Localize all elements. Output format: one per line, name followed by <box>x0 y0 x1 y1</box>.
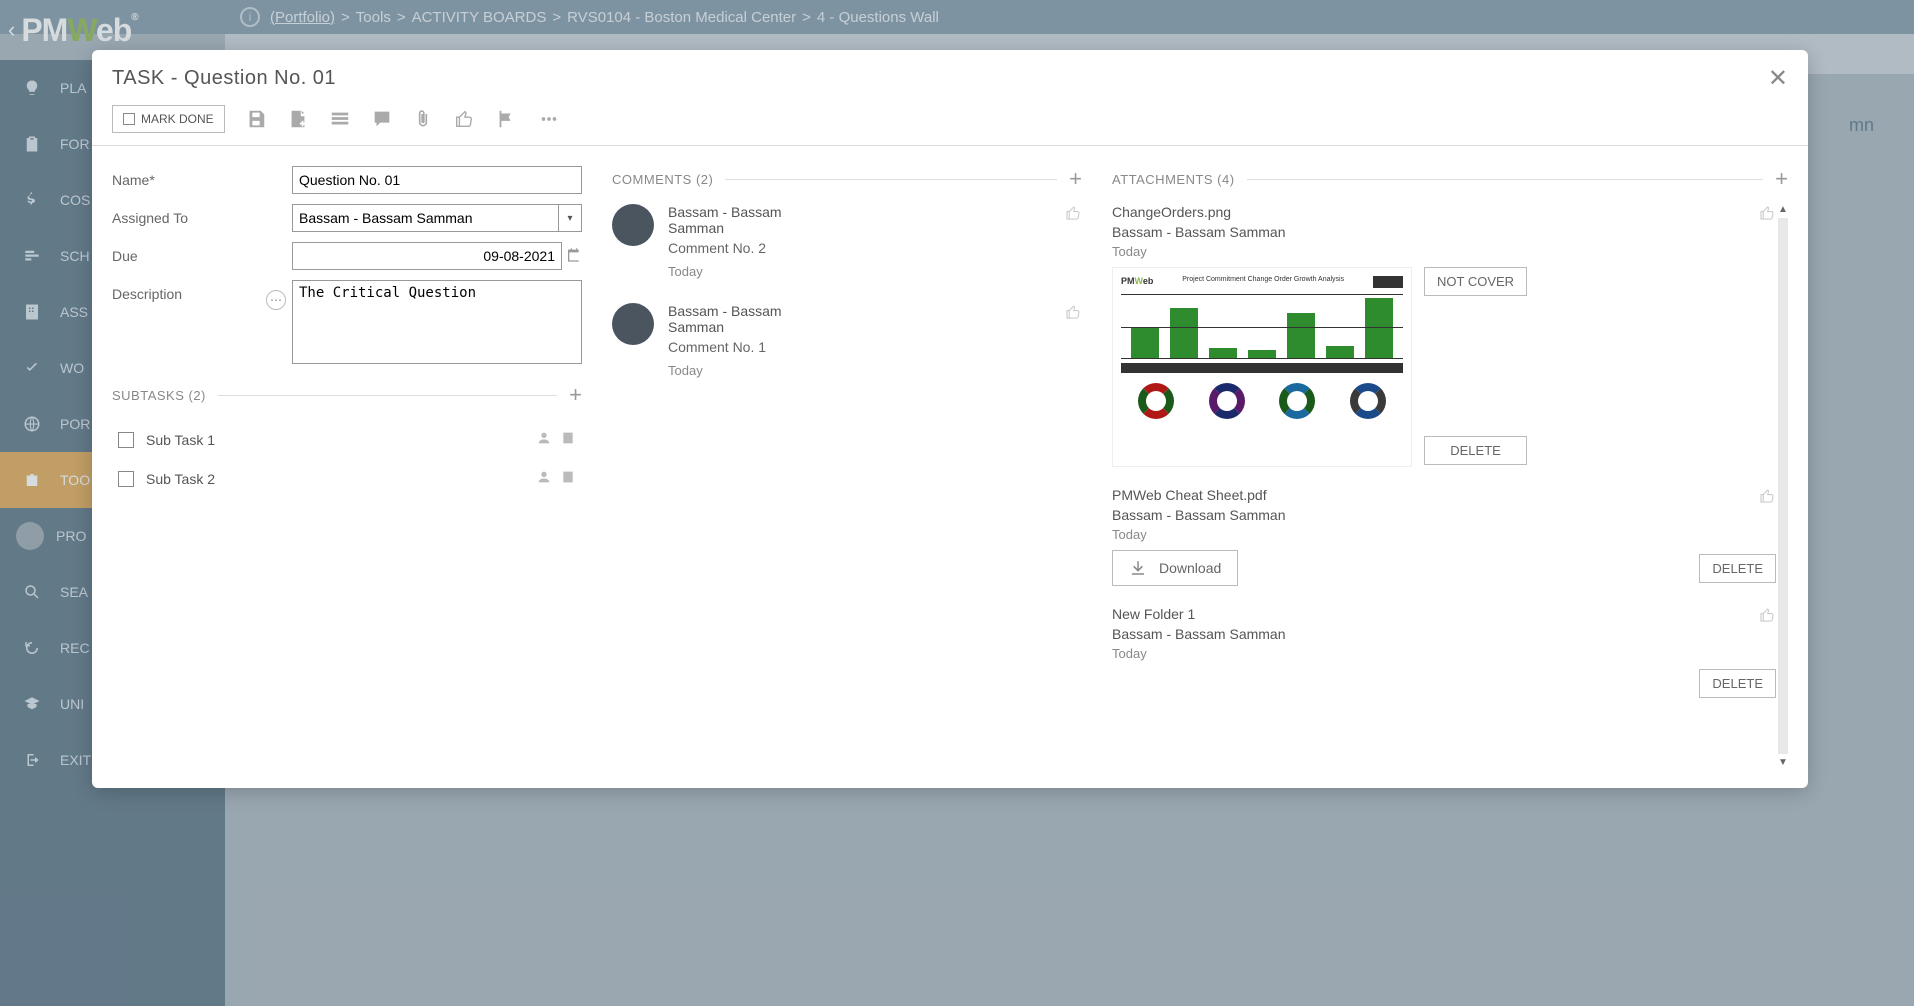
attachment-author: Bassam - Bassam Samman <box>1112 626 1776 642</box>
scroll-down-icon[interactable]: ▼ <box>1778 757 1788 768</box>
comment-item: Bassam - Bassam Samman Comment No. 2 Tod… <box>612 204 1082 279</box>
description-expand-icon[interactable]: ⋯ <box>266 290 286 310</box>
like-icon[interactable] <box>453 108 475 130</box>
delete-button[interactable]: DELETE <box>1699 554 1776 583</box>
task-modal: TASK - Question No. 01 ✕ MARK DONE Name* <box>92 50 1808 788</box>
close-button[interactable]: ✕ <box>1768 64 1788 93</box>
attachment-name: ChangeOrders.png <box>1112 204 1776 220</box>
list-icon[interactable] <box>329 108 351 130</box>
modal-overlay: TASK - Question No. 01 ✕ MARK DONE Name* <box>0 0 1914 1006</box>
attachment-author: Bassam - Bassam Samman <box>1112 224 1776 240</box>
delete-button[interactable]: DELETE <box>1424 436 1527 465</box>
subtask-name: Sub Task 2 <box>146 471 536 487</box>
subtask-row[interactable]: Sub Task 2 <box>112 459 582 498</box>
attachment-name: New Folder 1 <box>1112 606 1776 622</box>
comment-time: Today <box>668 363 1050 378</box>
like-icon[interactable] <box>1064 204 1082 279</box>
comment-time: Today <box>668 264 1050 279</box>
scroll-up-icon[interactable]: ▲ <box>1778 204 1788 215</box>
description-label: Description <box>112 286 182 302</box>
comment-icon[interactable] <box>371 108 393 130</box>
attachment-time: Today <box>1112 244 1776 259</box>
attachment-thumbnail[interactable]: PMWeb Project Commitment Change Order Gr… <box>1112 267 1412 467</box>
comment-author: Bassam - Bassam Samman <box>668 204 828 236</box>
dropdown-icon[interactable]: ▾ <box>558 204 582 232</box>
calendar-icon[interactable] <box>560 430 576 449</box>
comment-item: Bassam - Bassam Samman Comment No. 1 Tod… <box>612 303 1082 378</box>
comment-author: Bassam - Bassam Samman <box>668 303 828 335</box>
flag-icon[interactable] <box>495 108 517 130</box>
attachment-author: Bassam - Bassam Samman <box>1112 507 1776 523</box>
like-icon[interactable] <box>1064 303 1082 378</box>
calendar-icon[interactable] <box>566 247 582 266</box>
due-label: Due <box>112 242 292 264</box>
subtask-checkbox[interactable] <box>118 471 134 487</box>
attachment-time: Today <box>1112 646 1776 661</box>
subtask-row[interactable]: Sub Task 1 <box>112 420 582 459</box>
comment-text: Comment No. 1 <box>668 339 1050 355</box>
name-label: Name* <box>112 166 292 188</box>
attachments-column: ATTACHMENTS (4) + ▲ ▼ ChangeOrders.png B… <box>1112 166 1788 768</box>
description-label-wrap: Description ⋯ <box>112 280 292 310</box>
attachment-item: New Folder 1 Bassam - Bassam Samman Toda… <box>1112 606 1776 698</box>
download-button[interactable]: Download <box>1112 550 1238 586</box>
attachment-item: PMWeb Cheat Sheet.pdf Bassam - Bassam Sa… <box>1112 487 1776 586</box>
description-input[interactable]: The Critical Question <box>292 280 582 364</box>
like-icon[interactable] <box>1758 204 1776 225</box>
save-icon[interactable] <box>245 108 267 130</box>
attachment-time: Today <box>1112 527 1776 542</box>
save-add-icon[interactable] <box>287 108 309 130</box>
mark-done-button[interactable]: MARK DONE <box>112 105 225 133</box>
due-input[interactable] <box>292 242 562 270</box>
modal-toolbar: MARK DONE <box>92 101 1808 146</box>
attachment-item: ChangeOrders.png Bassam - Bassam Samman … <box>1112 204 1776 467</box>
assigned-to-label: Assigned To <box>112 204 292 226</box>
delete-button[interactable]: DELETE <box>1699 669 1776 698</box>
modal-title: TASK - Question No. 01 <box>112 67 336 90</box>
subtasks-header: SUBTASKS (2) <box>112 388 206 403</box>
like-icon[interactable] <box>1758 487 1776 508</box>
subtask-checkbox[interactable] <box>118 432 134 448</box>
attachment-name: PMWeb Cheat Sheet.pdf <box>1112 487 1776 503</box>
add-comment-button[interactable]: + <box>1069 166 1082 192</box>
attachment-icon[interactable] <box>413 108 433 130</box>
subtask-name: Sub Task 1 <box>146 432 536 448</box>
like-icon[interactable] <box>1758 606 1776 627</box>
comments-column: COMMENTS (2) + Bassam - Bassam Samman Co… <box>612 166 1082 768</box>
form-column: Name* Assigned To ▾ Due <box>112 166 582 768</box>
add-subtask-button[interactable]: + <box>569 382 582 408</box>
name-input[interactable] <box>292 166 582 194</box>
person-icon[interactable] <box>536 430 552 449</box>
comment-text: Comment No. 2 <box>668 240 1050 256</box>
assigned-to-input[interactable] <box>292 204 558 232</box>
attachments-header: ATTACHMENTS (4) <box>1112 172 1235 187</box>
add-attachment-button[interactable]: + <box>1775 166 1788 192</box>
more-icon[interactable] <box>537 108 561 130</box>
scrollbar[interactable] <box>1778 218 1788 754</box>
calendar-icon[interactable] <box>560 469 576 488</box>
comments-header: COMMENTS (2) <box>612 172 713 187</box>
not-cover-button[interactable]: NOT COVER <box>1424 267 1527 296</box>
comment-avatar-icon <box>612 204 654 246</box>
comment-avatar-icon <box>612 303 654 345</box>
person-icon[interactable] <box>536 469 552 488</box>
checkbox-icon <box>123 113 135 125</box>
